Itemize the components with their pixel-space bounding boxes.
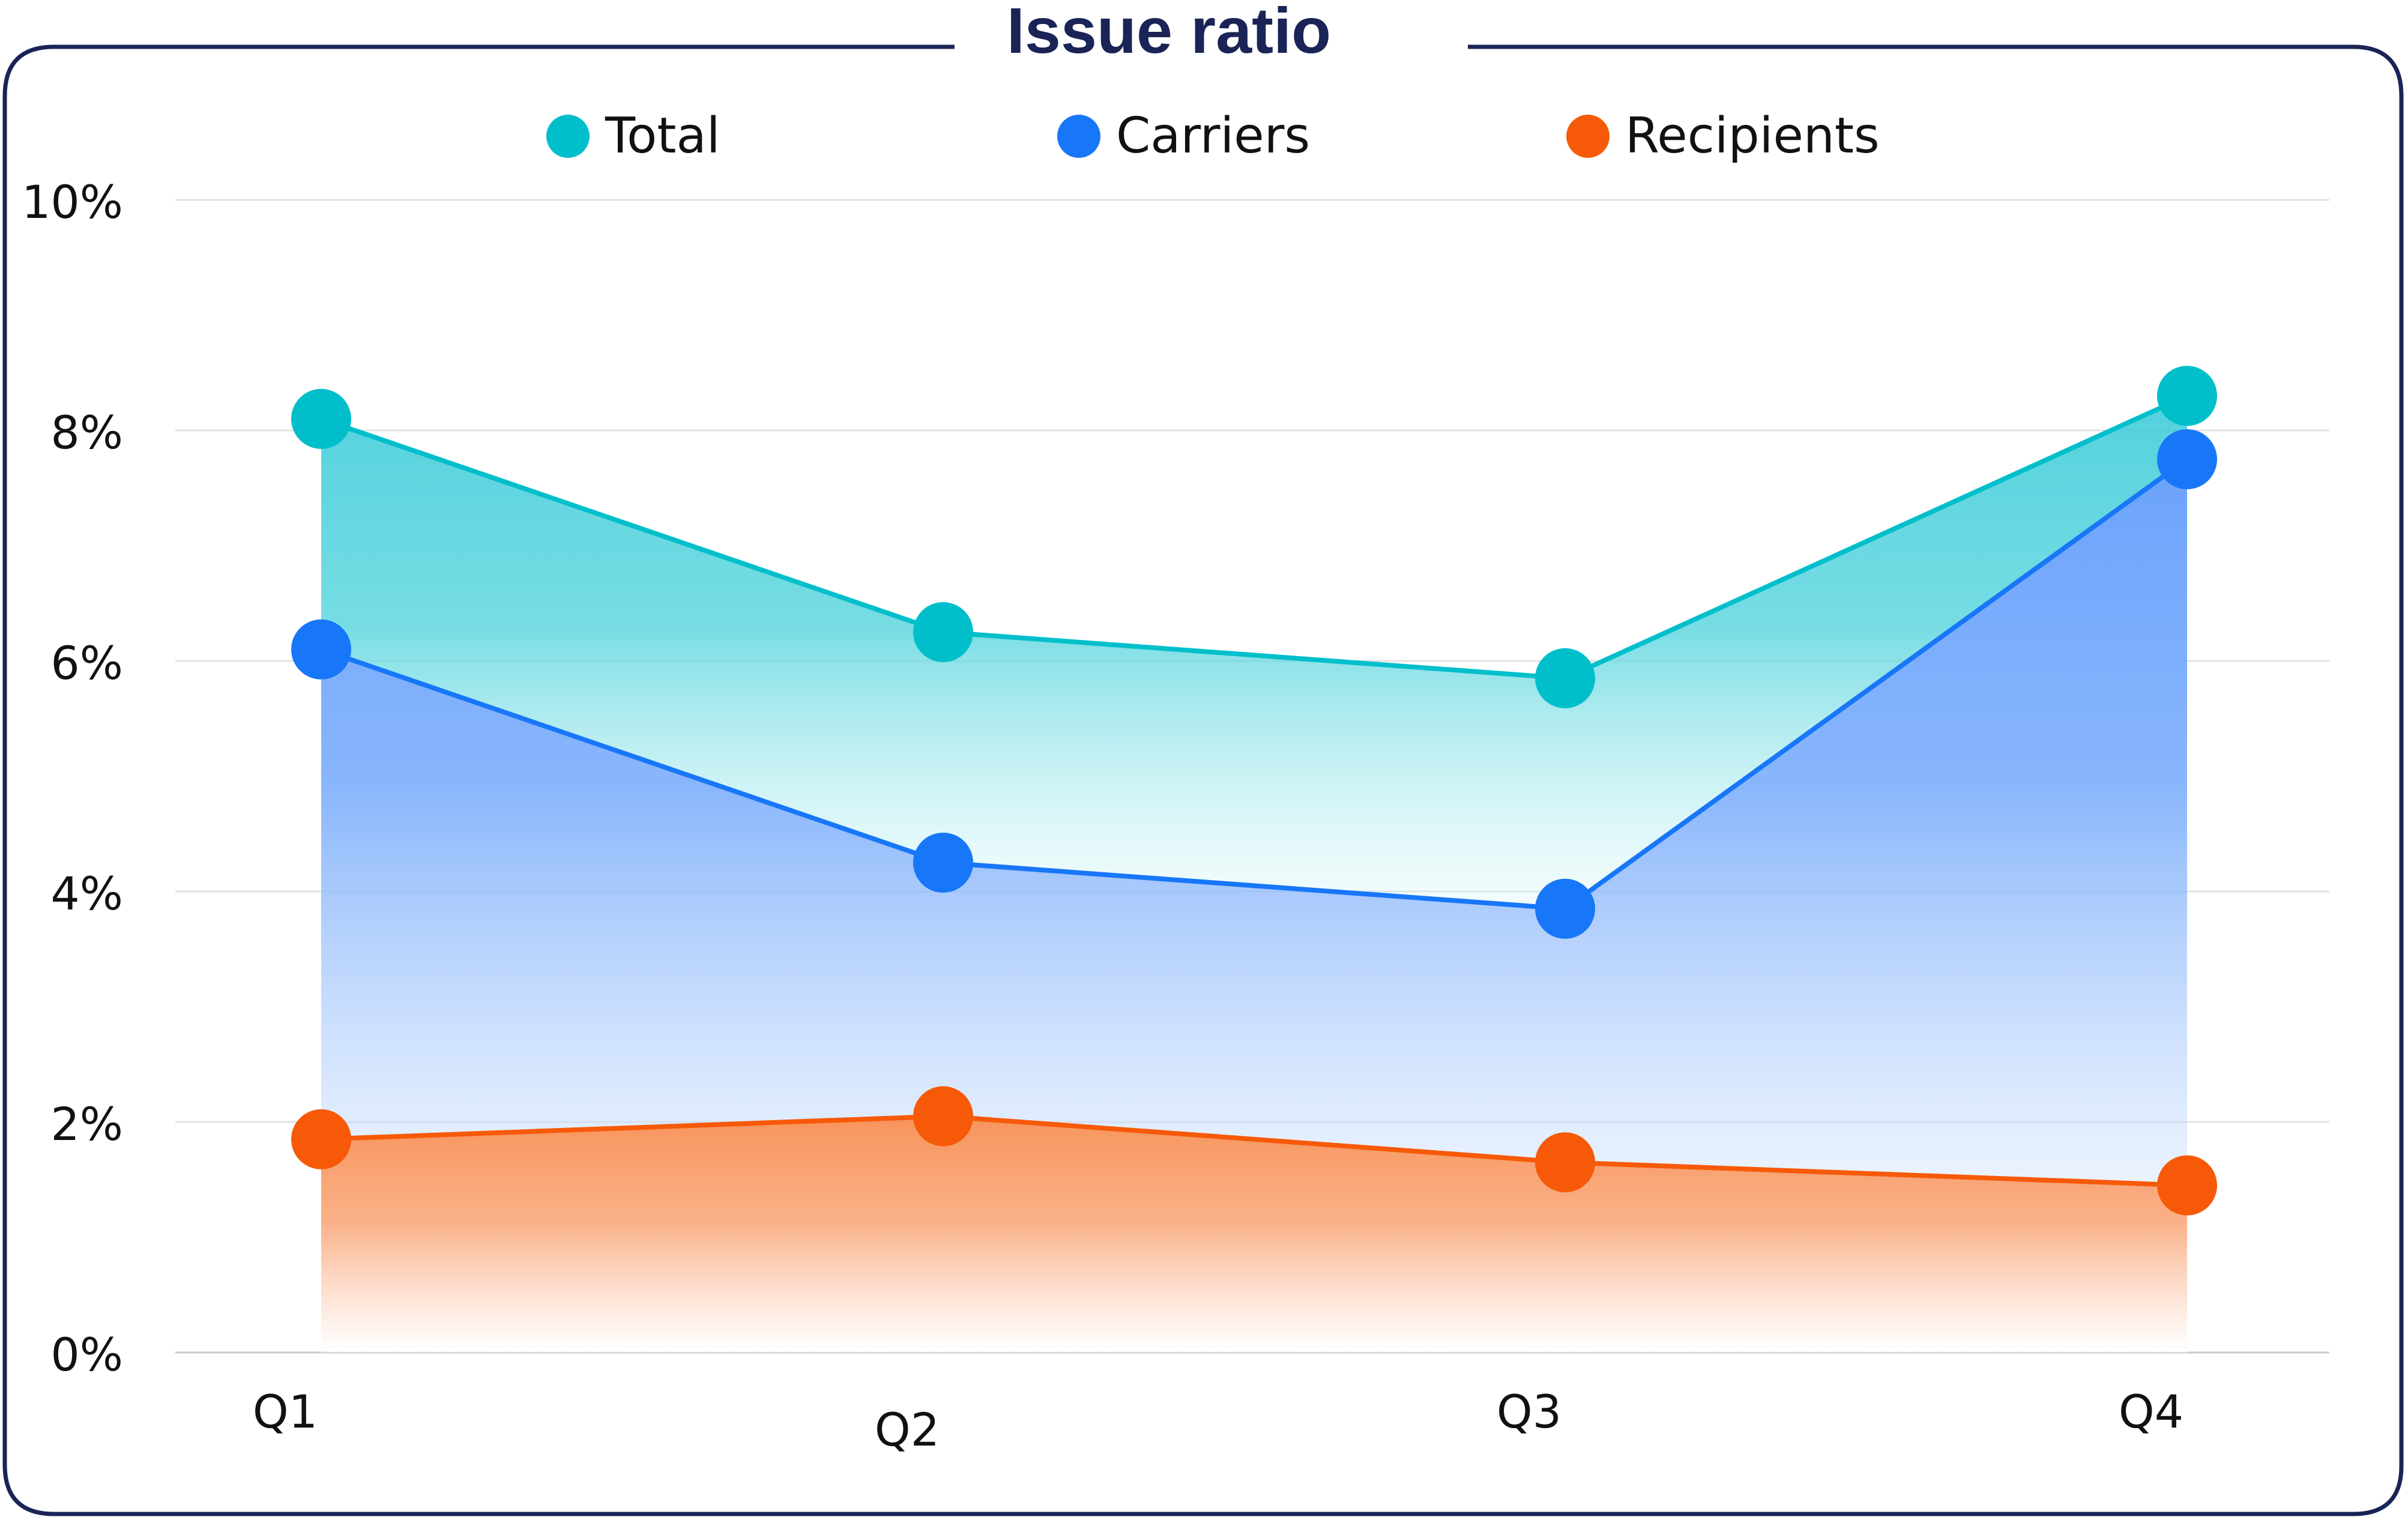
x-tick-label: Q1 <box>253 1385 318 1438</box>
chart-frame <box>2 44 2404 1516</box>
legend-swatch <box>1566 115 1610 158</box>
legend-item-recipients: Recipients <box>1566 107 1880 164</box>
y-tick-label: 2% <box>50 1097 123 1151</box>
series-lines <box>320 393 2189 1188</box>
y-tick-label: 6% <box>50 636 123 690</box>
legend-label: Total <box>605 107 720 164</box>
legend-item-carriers: Carriers <box>1057 107 1310 164</box>
legend-swatch <box>546 115 590 158</box>
chart-title: Issue ratio <box>1007 0 1331 67</box>
x-tick-label: Q4 <box>2119 1385 2183 1438</box>
area-recipients <box>321 1116 2187 1353</box>
point-carriers <box>2157 429 2217 489</box>
y-tick-label: 4% <box>50 867 123 920</box>
y-tick-label: 10% <box>22 175 123 229</box>
point-total <box>1535 648 1595 708</box>
point-recipients <box>2157 1155 2217 1216</box>
x-axis: Q1 Q2 Q3 Q4 <box>253 1385 2183 1456</box>
area-total <box>321 396 2187 909</box>
line-carriers <box>320 457 2189 911</box>
point-total <box>291 388 351 449</box>
point-recipients <box>1535 1132 1595 1193</box>
point-carriers <box>291 619 351 680</box>
legend-label: Recipients <box>1625 107 1880 164</box>
y-tick-label: 8% <box>50 406 123 459</box>
point-total <box>2157 366 2217 426</box>
legend-label: Carriers <box>1116 107 1310 164</box>
legend-item-total: Total <box>546 107 720 164</box>
point-carriers <box>913 833 973 893</box>
legend: Total Carriers Recipients <box>546 107 1880 164</box>
area-carriers <box>321 459 2187 1186</box>
y-tick-label: 0% <box>50 1328 123 1381</box>
point-total <box>913 602 973 662</box>
x-tick-label: Q3 <box>1497 1385 1562 1438</box>
line-total <box>320 393 2188 681</box>
point-carriers <box>1535 878 1595 939</box>
y-axis: 0% 2% 4% 6% 8% 10% <box>22 175 123 1381</box>
line-recipients <box>321 1114 2188 1188</box>
data-points <box>291 366 2217 1216</box>
point-recipients <box>291 1109 351 1169</box>
point-recipients <box>913 1086 973 1147</box>
legend-swatch <box>1057 115 1100 158</box>
x-tick-label: Q2 <box>875 1403 940 1456</box>
series-areas <box>321 396 2187 1353</box>
